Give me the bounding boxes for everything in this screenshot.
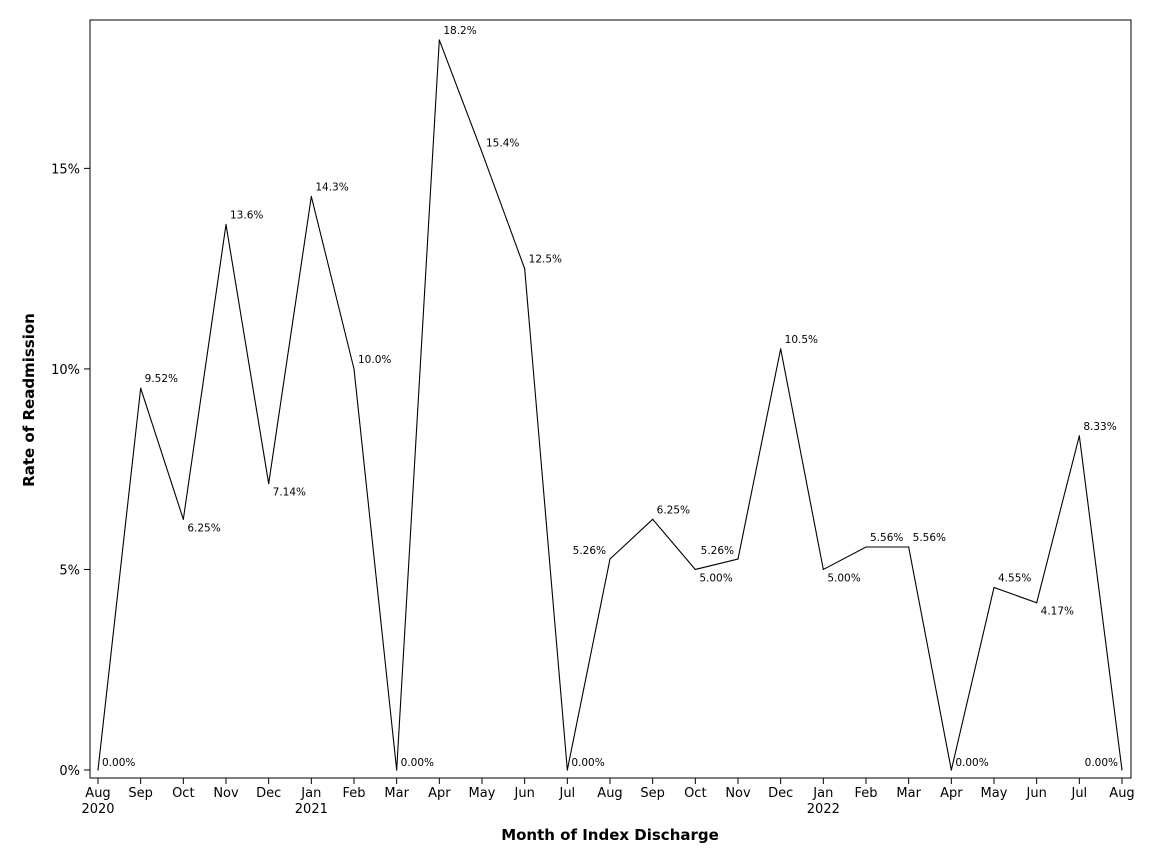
x-tick-label: Oct: [172, 786, 194, 801]
data-label: 6.25%: [657, 504, 690, 516]
data-point: [225, 223, 227, 226]
data-point: [694, 568, 696, 571]
data-label: 0.00%: [571, 757, 604, 769]
x-tick-label: Aug: [597, 786, 622, 801]
x-tick-year-label: 2022: [807, 802, 840, 817]
data-point: [609, 558, 611, 560]
y-tick-label: 5%: [59, 563, 80, 578]
data-label: 5.56%: [913, 532, 946, 544]
data-label: 0.00%: [1085, 757, 1118, 769]
data-point: [182, 518, 184, 520]
x-tick-year-label: 2020: [81, 802, 114, 817]
data-point: [396, 769, 398, 771]
data-label: 4.55%: [998, 573, 1031, 585]
x-tick-label: Jan: [300, 786, 321, 801]
y-axis-title: Rate of Readmission: [20, 313, 38, 487]
data-label: 10.0%: [358, 354, 391, 366]
data-label: 13.6%: [230, 210, 263, 222]
data-point: [950, 769, 952, 771]
data-label: 7.14%: [273, 487, 306, 499]
data-label: 0.00%: [102, 757, 135, 769]
series-line: [97, 39, 1123, 771]
x-tick-label: Sep: [640, 786, 665, 801]
data-point: [1036, 602, 1038, 604]
data-label: 5.26%: [573, 545, 606, 557]
data-label: 4.17%: [1041, 606, 1074, 618]
data-point: [97, 769, 99, 771]
data-label: 12.5%: [529, 254, 562, 266]
data-label: 8.33%: [1083, 421, 1116, 433]
data-label: 0.00%: [401, 757, 434, 769]
data-label: 18.2%: [443, 25, 476, 37]
data-point: [865, 546, 867, 548]
data-point: [481, 151, 483, 153]
x-tick-label: Jul: [558, 786, 575, 801]
data-point: [268, 483, 270, 485]
data-point: [1078, 435, 1080, 437]
data-label-layer: 0.00% 9.52% 6.25% 13.6% 7.14% 14.3% 10.0% 0.00%…: [102, 25, 1118, 769]
y-tick-label: 10%: [51, 363, 80, 378]
data-point: [993, 586, 995, 589]
x-tick-label: Jun: [514, 786, 535, 801]
x-tick-label: Mar: [896, 786, 921, 801]
data-label: 5.56%: [870, 532, 903, 544]
x-tick-label: Dec: [256, 786, 281, 801]
data-label: 10.5%: [785, 334, 818, 346]
plot-frame: [89, 19, 1132, 779]
y-tick-label: 0%: [59, 764, 80, 779]
data-point: [140, 387, 142, 389]
data-point: [908, 546, 910, 548]
data-point: [353, 368, 355, 370]
data-label: 14.3%: [315, 181, 348, 193]
data-point: [310, 195, 312, 198]
x-tick-label: Jun: [1026, 786, 1047, 801]
data-point: [524, 268, 526, 270]
data-label: 6.25%: [187, 522, 220, 534]
x-tick-label: Feb: [342, 786, 365, 801]
y-axis: 0% 5% 10% 15%: [51, 162, 90, 779]
data-point: [1121, 769, 1123, 771]
x-tick-label: Nov: [213, 786, 239, 801]
series-layer: [97, 39, 1123, 771]
x-tick-label: Dec: [768, 786, 793, 801]
x-tick-label: Apr: [940, 786, 963, 801]
x-tick-label: Mar: [384, 786, 409, 801]
data-point: [737, 558, 739, 560]
data-point: [438, 39, 440, 41]
x-tick-label: Aug: [85, 786, 110, 801]
x-tick-label: May: [469, 786, 496, 801]
data-point: [822, 568, 824, 571]
x-tick-label: Jul: [1070, 786, 1087, 801]
data-label: 0.00%: [955, 757, 988, 769]
data-label: 9.52%: [145, 373, 178, 385]
x-tick-label: Aug: [1109, 786, 1134, 801]
data-point: [780, 348, 782, 350]
x-tick-label: Apr: [428, 786, 451, 801]
data-point: [652, 518, 654, 520]
data-label: 5.00%: [699, 572, 732, 584]
x-tick-label: Sep: [128, 786, 153, 801]
x-tick-label: Oct: [684, 786, 706, 801]
y-tick-label: 15%: [51, 162, 80, 177]
data-point: [566, 769, 568, 771]
x-tick-year-label: 2021: [295, 802, 328, 817]
x-tick-label: Nov: [725, 786, 751, 801]
data-label: 15.4%: [486, 137, 519, 149]
data-label: 5.00%: [827, 572, 860, 584]
x-tick-label: Jan: [812, 786, 833, 801]
x-axis-title: Month of Index Discharge: [501, 826, 719, 844]
data-label: 5.26%: [701, 545, 734, 557]
x-tick-label: May: [981, 786, 1008, 801]
x-tick-label: Feb: [854, 786, 877, 801]
